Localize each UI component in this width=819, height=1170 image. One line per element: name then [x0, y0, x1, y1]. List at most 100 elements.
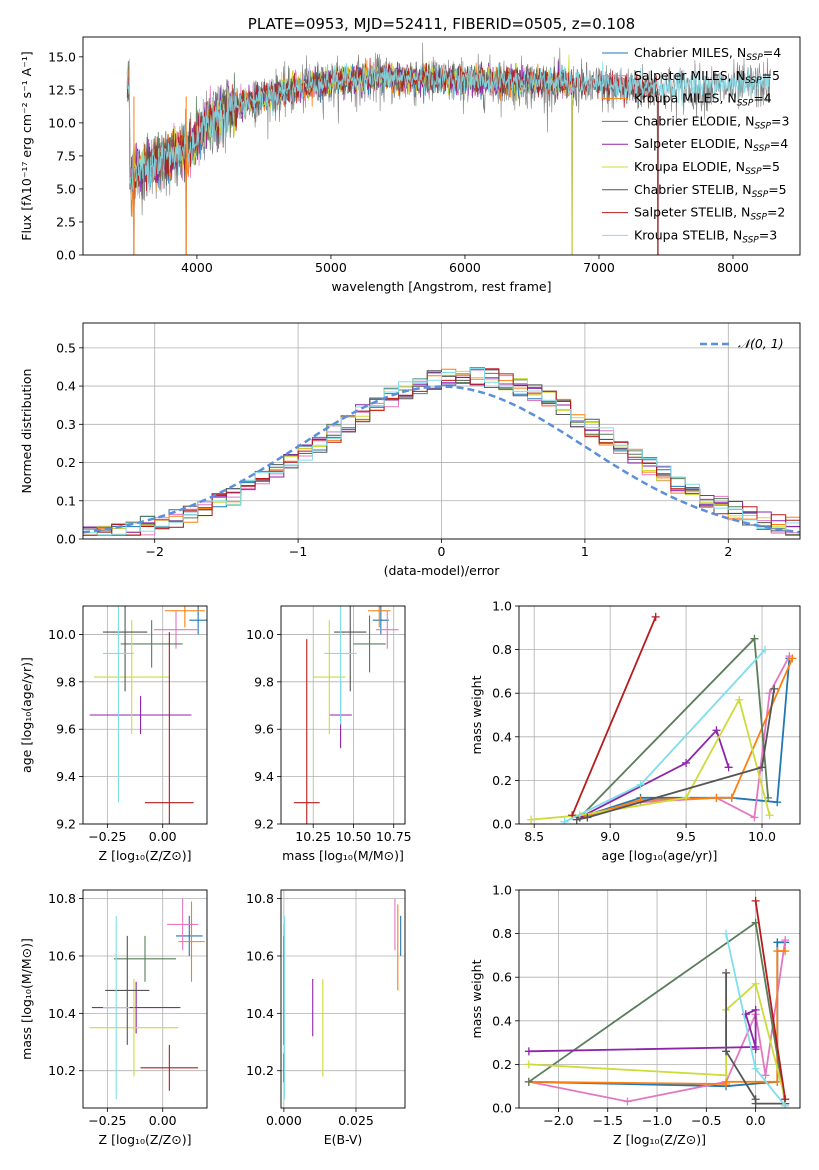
weight-point	[750, 813, 759, 822]
y-tick-label: 0.0	[492, 1101, 512, 1116]
x-tick-label: 0.00	[149, 1113, 177, 1128]
chart-weight_vs_Z: −2.0 −1.5 −1.0 −0.5 0.0 0.0 0.2 0.4 0.6 0.8 1.0 Z […	[469, 883, 801, 1147]
x-tick-label: 5000	[315, 260, 347, 275]
y-tick-label: 0.2	[492, 1057, 512, 1072]
chart-age_vs_Z: −0.25 0.00 9.2 9.4 9.6 9.8 10.0 Z [log₁₀(Z/Z⊙)]…	[19, 605, 208, 863]
legend-tail: =3	[771, 113, 789, 128]
legend-label: Chabrier STELIB, N	[634, 182, 752, 197]
weight-point	[583, 813, 592, 822]
plot-area	[527, 612, 797, 824]
legend-entry: 𝒩(0, 1)	[738, 336, 784, 351]
weight-point	[751, 1064, 760, 1073]
weight-point	[727, 793, 736, 802]
weight-point	[722, 968, 731, 977]
plot-area	[126, 42, 771, 255]
y-tick-label: 12.5	[48, 82, 76, 97]
y-tick-label: 10.8	[246, 891, 274, 906]
plot-area	[293, 606, 399, 824]
y-tick-label: 10.8	[48, 891, 76, 906]
weight-line	[528, 1008, 757, 1053]
axes-frame	[82, 605, 208, 825]
y-axis-label: age [log₁₀(age/yr)]	[19, 657, 34, 773]
weight-point	[527, 815, 536, 824]
model-line-kroupa-stelib	[126, 58, 771, 201]
x-tick-label: 0.00	[149, 829, 177, 844]
x-tick-label: 8000	[717, 260, 749, 275]
x-tick-label: −0.5	[691, 1113, 721, 1128]
legend-sub: SSP	[737, 99, 754, 109]
weight-point	[651, 612, 660, 621]
legend-sub: SSP	[742, 235, 759, 245]
x-tick-label: 4000	[181, 260, 213, 275]
weight-point	[724, 763, 733, 772]
legend-entry: Chabrier ELODIE, NSSP=3	[634, 113, 789, 131]
weight-point	[712, 793, 721, 802]
x-axis-label: Z [log₁₀(Z/Z⊙)]	[99, 1132, 192, 1147]
x-tick-label: 7000	[583, 260, 615, 275]
y-axis-label: mass weight	[469, 959, 484, 1038]
grid	[281, 606, 405, 825]
y-tick-label: 10.2	[246, 1063, 274, 1078]
normal-curve	[83, 385, 800, 534]
x-tick-label: 0	[438, 544, 446, 559]
grid	[281, 890, 405, 1108]
legend-tail: =5	[762, 159, 780, 174]
histogram-kroupa-stelib	[83, 368, 800, 536]
weight-point	[770, 684, 779, 693]
y-tick-label: 10.6	[246, 948, 274, 963]
axes-frame	[82, 322, 801, 540]
x-axis-label: E(B-V)	[324, 1132, 363, 1147]
histogram-salpeter-stelib	[83, 368, 800, 536]
weight-point	[572, 815, 581, 824]
y-tick-label: 10.4	[48, 1006, 76, 1021]
weight-point	[781, 1101, 790, 1108]
legend-sub: SSP	[754, 121, 771, 131]
y-tick-label: 0.8	[492, 926, 512, 941]
x-tick-label: 0.0	[746, 1113, 766, 1128]
x-tick-label: 1	[581, 544, 589, 559]
legend-entry: Kroupa MILES, NSSP=4	[634, 91, 772, 109]
x-tick-label: 0.025	[338, 1113, 374, 1128]
y-tick-label: 10.0	[48, 115, 76, 130]
y-axis-label: Normed distribution	[19, 369, 34, 494]
x-tick-label: 10.75	[376, 829, 412, 844]
grid	[83, 890, 207, 1108]
y-tick-label: 9.2	[254, 817, 274, 832]
weight-point	[751, 896, 760, 905]
weight-point	[682, 793, 691, 802]
y-tick-label: 2.5	[56, 214, 76, 229]
legend-label: Chabrier ELODIE, N	[634, 113, 754, 128]
x-tick-label: −1.0	[642, 1113, 672, 1128]
y-tick-label: 0.2	[492, 773, 512, 788]
legend-entry: Kroupa STELIB, NSSP=3	[634, 227, 777, 245]
legend-label: Kroupa ELODIE, N	[634, 159, 745, 174]
x-tick-label: −2.0	[543, 1113, 573, 1128]
chart-mass_vs_Z: −0.25 0.00 10.2 10.4 10.6 10.8 Z [log₁₀(Z/Z⊙)]…	[19, 889, 208, 1147]
chart-residuals: −2 −1 0 1 2 0.0 0.1 0.2 0.3 0.4 0.5 (data-model)/er…	[19, 322, 801, 578]
legend-tail: =4	[763, 45, 781, 60]
legend-sub: SSP	[753, 144, 770, 154]
weight-point	[761, 1071, 770, 1080]
legend-tail: =4	[770, 136, 788, 151]
weight-line	[571, 616, 657, 816]
x-tick-label: 9.5	[676, 829, 696, 844]
y-tick-label: 0.0	[492, 817, 512, 832]
legend-entry: Chabrier MILES, NSSP=4	[634, 45, 781, 63]
x-axis-label: age [log₁₀(age/yr)]	[602, 848, 718, 863]
plot-area	[83, 367, 800, 536]
axes-frame	[280, 605, 406, 825]
y-tick-label: 0.0	[56, 248, 76, 263]
x-tick-label: 2	[724, 544, 732, 559]
plot-area	[283, 898, 402, 1100]
x-tick-label: 8.5	[524, 829, 544, 844]
x-tick-label: 10.50	[336, 829, 372, 844]
x-tick-label: −2	[145, 544, 163, 559]
weight-line	[579, 728, 730, 819]
weight-point	[750, 634, 759, 643]
weight-point	[722, 929, 731, 938]
legend-sub: SSP	[745, 167, 762, 177]
legend-entry: Kroupa ELODIE, NSSP=5	[634, 159, 780, 177]
weight-point	[751, 1045, 760, 1054]
